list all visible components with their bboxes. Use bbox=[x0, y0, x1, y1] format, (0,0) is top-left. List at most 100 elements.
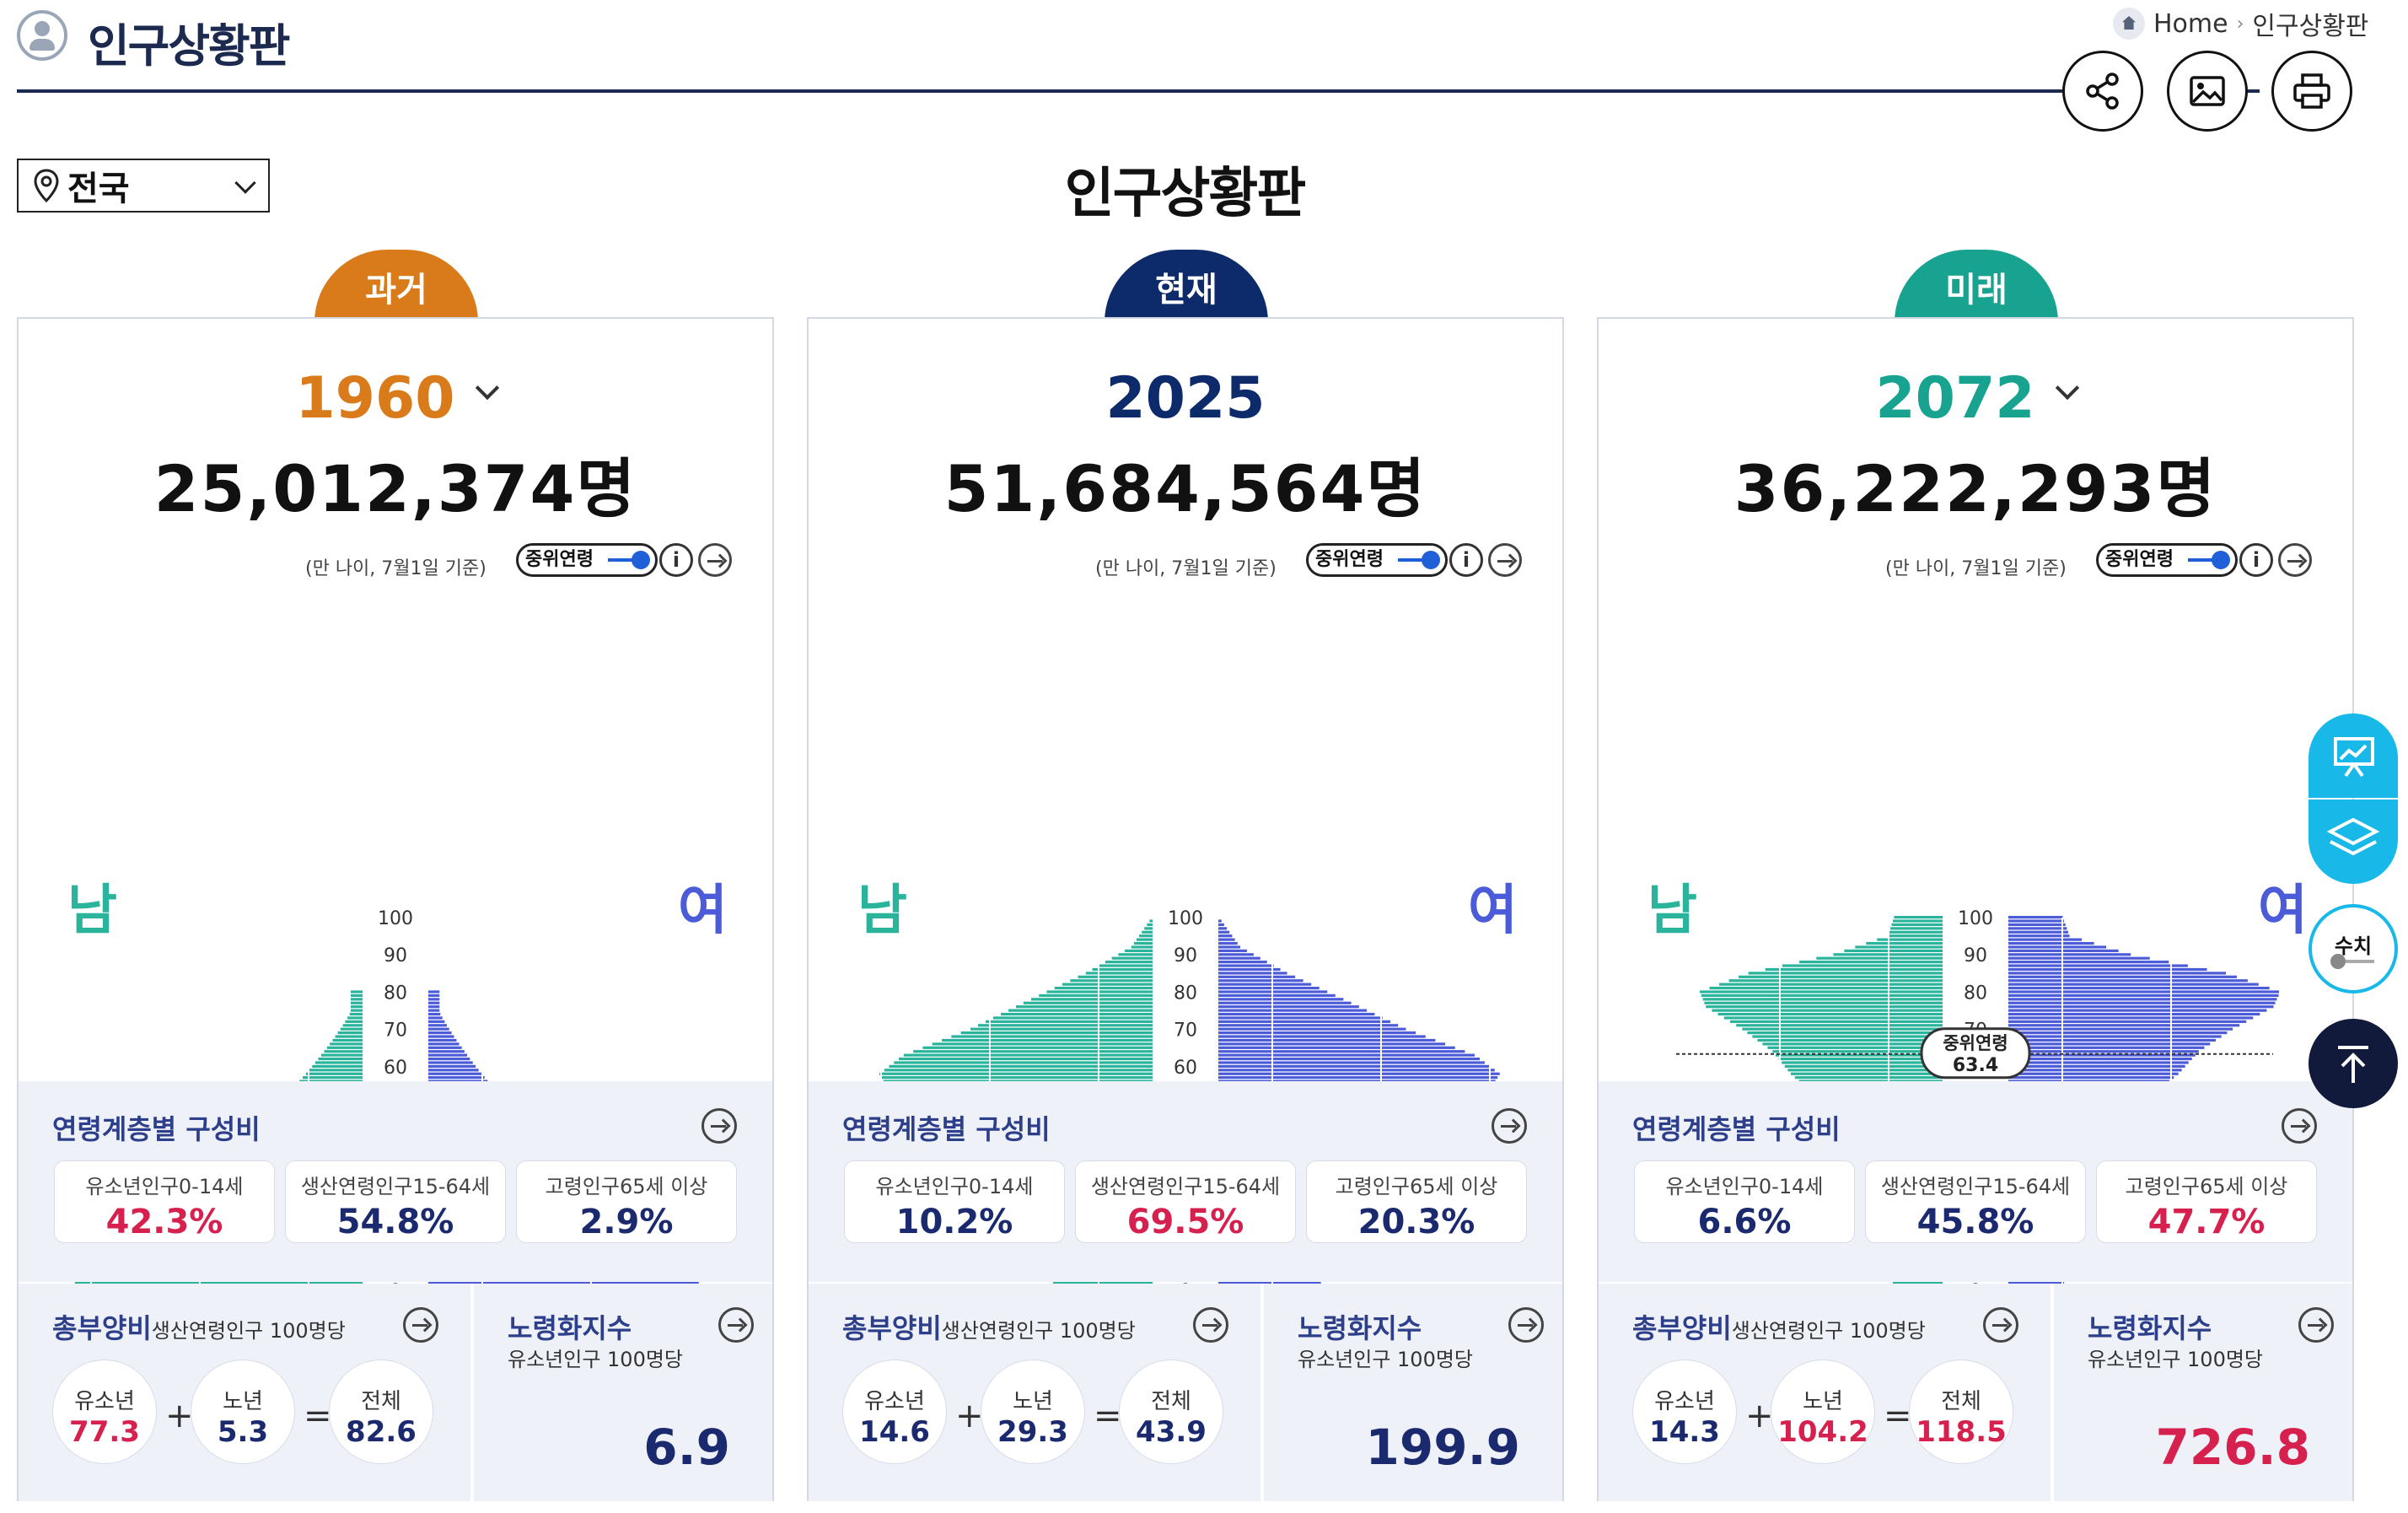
old-dependency-value: 29.3 bbox=[997, 1415, 1068, 1449]
male-age-bar bbox=[1730, 1020, 1943, 1023]
female-age-bar bbox=[2008, 1046, 2205, 1049]
detail-arrow-icon[interactable] bbox=[698, 543, 732, 577]
elderly-share-card: 고령인구65세 이상 47.7% bbox=[2096, 1160, 2317, 1243]
page-title: 인구상황판 bbox=[1064, 163, 1306, 225]
tab-past[interactable]: 과거 bbox=[314, 250, 478, 322]
male-age-bar bbox=[1877, 938, 1943, 941]
median-age-toggle[interactable]: 중위연령 bbox=[516, 543, 658, 577]
print-button[interactable] bbox=[2271, 51, 2352, 132]
info-button[interactable]: i bbox=[659, 543, 693, 577]
median-age-toggle[interactable]: 중위연령 bbox=[1306, 543, 1448, 577]
info-button[interactable]: i bbox=[2239, 543, 2273, 577]
female-age-bar bbox=[428, 1005, 440, 1009]
old-dependency-circle: 노년 29.3 bbox=[981, 1360, 1085, 1464]
female-age-bar bbox=[428, 1001, 440, 1004]
male-age-bar bbox=[350, 998, 363, 1001]
year-selector[interactable]: 2072 bbox=[1599, 365, 2352, 432]
male-age-bar bbox=[1125, 949, 1153, 952]
aging-subtitle: 유소년인구 100명당 bbox=[508, 1348, 683, 1371]
composition-arrow-icon[interactable] bbox=[701, 1108, 737, 1144]
age-tick-label: 80 bbox=[1964, 983, 1987, 1004]
dependency-ratio: 총부양비생산연령인구 100명당 유소년 14.3 + 노년 104.2 = 전체 1… bbox=[1599, 1284, 2051, 1501]
elderly-share-label: 고령인구65세 이상 bbox=[2125, 1175, 2288, 1198]
tab-future[interactable]: 미래 bbox=[1895, 250, 2058, 322]
toggle-knob bbox=[632, 551, 650, 569]
median-age-toggle[interactable]: 중위연령 bbox=[2096, 543, 2238, 577]
female-age-bar bbox=[2008, 1053, 2196, 1057]
male-age-bar bbox=[1794, 1076, 1943, 1080]
male-age-bar bbox=[1054, 986, 1153, 990]
breadcrumb: Home › 인구상황판 bbox=[2113, 5, 2368, 42]
female-age-bar bbox=[428, 1050, 465, 1053]
male-age-bar bbox=[1866, 941, 1943, 945]
dependency-arrow-icon[interactable] bbox=[1193, 1307, 1228, 1343]
breadcrumb-home[interactable]: Home bbox=[2153, 8, 2228, 39]
region-select[interactable]: 전국 bbox=[17, 159, 270, 213]
dependency-arrow-icon[interactable] bbox=[403, 1307, 438, 1343]
female-age-bar bbox=[1218, 1072, 1500, 1075]
share-icon bbox=[2086, 73, 2119, 110]
year-selector[interactable]: 1960 bbox=[19, 365, 772, 432]
aging-arrow-icon[interactable] bbox=[2298, 1307, 2334, 1343]
female-age-bar bbox=[428, 1053, 468, 1057]
home-icon[interactable] bbox=[2113, 8, 2145, 40]
aging-arrow-icon[interactable] bbox=[718, 1307, 754, 1343]
female-age-bar bbox=[1218, 1069, 1495, 1072]
year-value: 2025 bbox=[1105, 365, 1266, 432]
numeric-toggle[interactable]: 수치 bbox=[2309, 904, 2398, 993]
female-age-bar bbox=[1218, 1024, 1399, 1027]
breadcrumb-current: 인구상황판 bbox=[2252, 12, 2369, 41]
male-age-bar bbox=[960, 1031, 1153, 1035]
dependency-arrow-icon[interactable] bbox=[1983, 1307, 2018, 1343]
layers-icon bbox=[2326, 817, 2380, 856]
male-age-bar bbox=[337, 1031, 363, 1035]
layers-button[interactable] bbox=[2309, 800, 2398, 884]
aging-arrow-icon[interactable] bbox=[1508, 1307, 1544, 1343]
chart-note: (만 나이, 7월1일 기준) bbox=[1095, 558, 1277, 579]
female-age-bar bbox=[2008, 964, 2188, 967]
youth-dependency-value: 14.3 bbox=[1649, 1415, 1720, 1449]
male-age-bar bbox=[1784, 1064, 1943, 1068]
female-age-bar bbox=[428, 998, 440, 1001]
age-tick-label: 70 bbox=[384, 1020, 407, 1042]
female-age-bar bbox=[1218, 956, 1260, 960]
aging-index: 노령화지수 유소년인구 100명당 199.9 bbox=[1264, 1284, 1562, 1501]
composition-arrow-icon[interactable] bbox=[1492, 1108, 1527, 1144]
female-age-bar bbox=[1218, 1031, 1416, 1035]
female-age-bar bbox=[1218, 945, 1240, 949]
female-age-bar bbox=[428, 1020, 445, 1023]
age-tick-label: 100 bbox=[378, 908, 413, 929]
age-composition-section: 연령계층별 구성비 유소년인구0-14세 42.3% 생산연령인구15-64세 … bbox=[19, 1081, 772, 1282]
male-age-bar bbox=[1712, 1009, 1943, 1012]
section-divider bbox=[470, 1284, 474, 1501]
youth-share-value: 6.6% bbox=[1697, 1203, 1792, 1241]
chart-view-button[interactable] bbox=[2309, 713, 2398, 798]
aging-title: 노령화지수 bbox=[2088, 1312, 2212, 1344]
male-age-bar bbox=[1782, 964, 1943, 967]
tab-present[interactable]: 현재 bbox=[1105, 250, 1268, 322]
female-age-bar bbox=[2008, 1057, 2192, 1061]
composition-arrow-icon[interactable] bbox=[2282, 1108, 2317, 1144]
image-save-button[interactable] bbox=[2167, 51, 2248, 132]
male-age-bar bbox=[1778, 1057, 1943, 1061]
total-dependency-circle: 전체 82.6 bbox=[329, 1360, 433, 1464]
male-age-bar bbox=[1844, 949, 1943, 952]
male-age-bar bbox=[1776, 1053, 1943, 1057]
median-age-value: 63.4 bbox=[1953, 1055, 1998, 1076]
female-age-bar bbox=[1218, 1012, 1375, 1016]
age-tick-label: 80 bbox=[1174, 983, 1197, 1004]
female-age-bar bbox=[1218, 1076, 1498, 1080]
male-age-bar bbox=[1890, 927, 1943, 930]
info-button[interactable]: i bbox=[1449, 543, 1483, 577]
chart-note: (만 나이, 7월1일 기준) bbox=[305, 558, 486, 579]
age-tick-label: 90 bbox=[384, 945, 407, 966]
dependency-title: 총부양비생산연령인구 100명당 bbox=[52, 1307, 346, 1346]
share-button[interactable] bbox=[2062, 51, 2143, 132]
detail-arrow-icon[interactable] bbox=[2278, 543, 2312, 577]
female-age-bar bbox=[1218, 938, 1235, 941]
aging-subtitle: 유소년인구 100명당 bbox=[1298, 1348, 1473, 1371]
total-population: 51,684,564명 bbox=[943, 451, 1427, 526]
scroll-top-button[interactable] bbox=[2309, 1019, 2398, 1108]
detail-arrow-icon[interactable] bbox=[1488, 543, 1522, 577]
male-age-bar bbox=[1024, 1001, 1153, 1004]
